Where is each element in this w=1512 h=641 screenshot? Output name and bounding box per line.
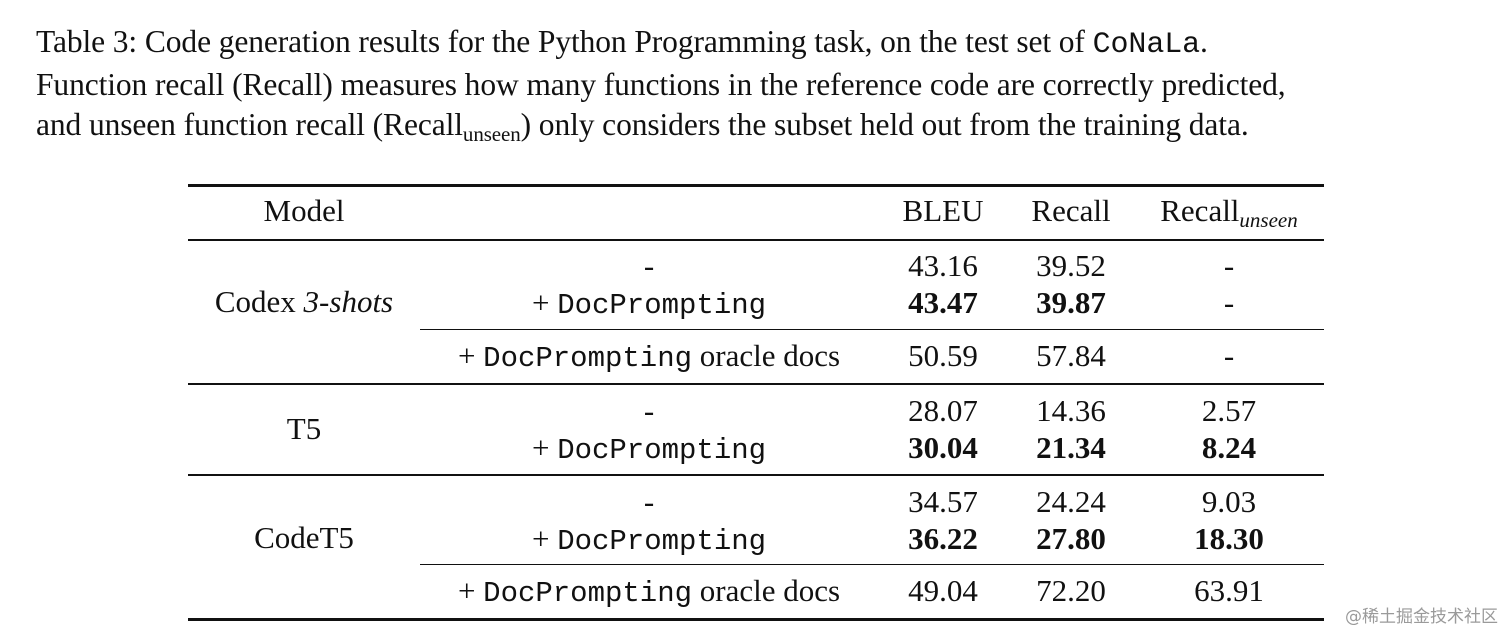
bleu-cell: 50.59 <box>908 338 978 373</box>
caption-line-2: Function recall (Recall) measures how ma… <box>36 67 1286 102</box>
bleu-cell: 34.57 <box>908 484 978 519</box>
method-cell: + DocPrompting oracle docs <box>458 338 840 377</box>
recall-unseen-cell: 9.03 <box>1201 484 1257 519</box>
model-name-t5: T5 <box>287 411 321 447</box>
group-rule <box>188 383 1324 385</box>
caption-line-1: Table 3: Code generation results for the… <box>36 22 1486 65</box>
recall-cell: 57.84 <box>1036 338 1106 373</box>
method-rest: oracle docs <box>692 338 841 373</box>
bleu-cell: 43.16 <box>908 248 978 283</box>
caption-text: ) only considers the subset held out fro… <box>520 107 1249 142</box>
table-caption: Table 3: Code generation results for the… <box>36 22 1486 145</box>
method-mono: DocPrompting <box>483 342 693 375</box>
model-name: T5 <box>286 411 322 446</box>
caption-text: Table 3: Code generation results for the… <box>36 24 1093 59</box>
header-recall-unseen-base: Recall <box>1160 193 1240 228</box>
header-recall-unseen: Recallunseen <box>1160 193 1298 232</box>
method-mono: DocPrompting <box>483 577 693 610</box>
method-cell: - <box>644 248 654 287</box>
recall-cell: 39.87 <box>1036 285 1106 320</box>
caption-text: and unseen function recall (Recall <box>36 107 463 142</box>
header-bleu: BLEU <box>902 193 984 228</box>
method-mono: DocPrompting <box>557 525 767 558</box>
method-cell: - <box>644 393 654 432</box>
caption-period: . <box>1200 24 1208 59</box>
recall-unseen-cell: 8.24 <box>1201 430 1257 465</box>
model-name: CodeT5 <box>254 520 354 555</box>
method-cell: - <box>644 484 654 523</box>
recall-cell: 14.36 <box>1036 393 1106 428</box>
method-plus: + <box>531 285 558 320</box>
caption-line-3: and unseen function recall (Recallunseen… <box>36 105 1486 145</box>
method-rest: - <box>643 248 655 283</box>
caption-subscript: unseen <box>462 122 521 146</box>
watermark: @稀土掘金技术社区 <box>1345 607 1498 627</box>
model-name-codet5: CodeT5 <box>254 520 354 556</box>
group-rule <box>188 474 1324 476</box>
model-name: Codex <box>214 284 304 319</box>
header-recall-unseen-sub: unseen <box>1239 208 1298 232</box>
method-plus: + <box>531 521 558 556</box>
table-top-rule <box>188 184 1324 187</box>
recall-unseen-cell: - <box>1223 285 1235 320</box>
method-rest: oracle docs <box>692 573 841 608</box>
method-plus: + <box>457 338 484 373</box>
table-bottom-rule <box>188 618 1324 621</box>
method-plus: + <box>531 430 558 465</box>
group-inner-rule <box>420 564 1324 565</box>
method-mono: DocPrompting <box>557 289 767 322</box>
method-rest: - <box>643 484 655 519</box>
recall-cell: 72.20 <box>1036 573 1106 608</box>
dataset-name: CoNaLa <box>1092 28 1201 62</box>
method-cell: + DocPrompting <box>532 521 766 560</box>
header-rule <box>188 239 1324 241</box>
recall-cell: 21.34 <box>1036 430 1106 465</box>
bleu-cell: 36.22 <box>908 521 978 556</box>
recall-unseen-cell: - <box>1223 248 1235 283</box>
model-suffix: 3-shots <box>303 284 394 319</box>
method-mono: DocPrompting <box>557 434 767 467</box>
header-model: Model <box>263 193 345 228</box>
recall-unseen-cell: 18.30 <box>1194 521 1264 556</box>
model-name-codex: Codex 3-shots <box>215 284 393 320</box>
method-cell: + DocPrompting <box>532 430 766 469</box>
recall-cell: 39.52 <box>1036 248 1106 283</box>
bleu-cell: 30.04 <box>908 430 978 465</box>
bleu-cell: 43.47 <box>908 285 978 320</box>
recall-unseen-cell: - <box>1223 338 1235 373</box>
header-recall: Recall <box>1031 193 1111 228</box>
method-cell: + DocPrompting oracle docs <box>458 573 840 612</box>
recall-unseen-cell: 63.91 <box>1194 573 1264 608</box>
bleu-cell: 49.04 <box>908 573 978 608</box>
bleu-cell: 28.07 <box>908 393 978 428</box>
recall-cell: 24.24 <box>1036 484 1106 519</box>
method-cell: + DocPrompting <box>532 285 766 324</box>
recall-cell: 27.80 <box>1036 521 1106 556</box>
method-rest: - <box>643 393 655 428</box>
group-inner-rule <box>420 329 1324 330</box>
method-plus: + <box>457 573 484 608</box>
recall-unseen-cell: 2.57 <box>1201 393 1257 428</box>
